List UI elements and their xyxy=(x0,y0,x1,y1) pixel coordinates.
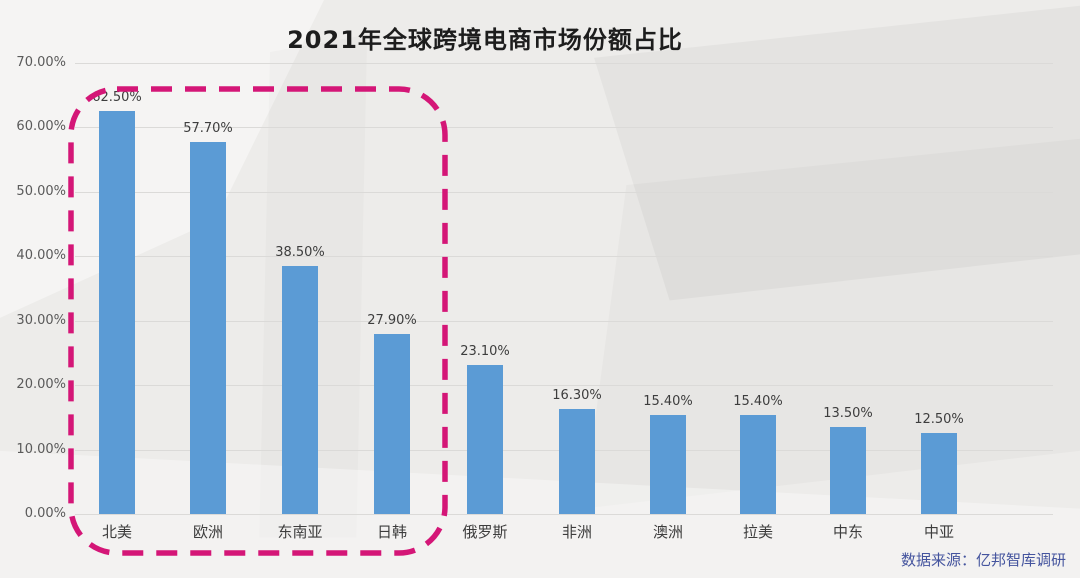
bar-澳洲 xyxy=(650,414,686,514)
bar-欧洲 xyxy=(190,142,226,514)
bar-非洲 xyxy=(559,408,595,514)
gridline xyxy=(75,191,1053,193)
gridline xyxy=(75,514,1053,515)
y-axis-tick-label: 30.00% xyxy=(16,312,66,328)
y-axis-tick-label: 70.00% xyxy=(16,55,66,70)
bar-value-label: 16.30% xyxy=(552,387,602,403)
y-axis-tick-label: 60.00% xyxy=(16,119,66,135)
bar-value-label: 13.50% xyxy=(823,406,873,422)
y-axis-tick-label: 40.00% xyxy=(16,248,66,264)
bar-中东 xyxy=(830,427,866,514)
bar-value-label: 23.10% xyxy=(460,344,510,360)
category-label-北美: 北美 xyxy=(101,523,132,541)
category-label-日韩: 日韩 xyxy=(376,523,407,541)
bar-value-label: 27.90% xyxy=(367,313,417,329)
gridline xyxy=(75,63,1053,64)
bar-value-label: 57.70% xyxy=(183,121,233,137)
category-label-俄罗斯: 俄罗斯 xyxy=(462,523,508,541)
y-axis-tick-label: 50.00% xyxy=(16,183,66,199)
category-label-中亚: 中亚 xyxy=(923,523,954,541)
gridline xyxy=(75,320,1053,322)
y-axis-tick-label: 0.00% xyxy=(24,506,66,521)
data-source-note: 数据来源：亿邦智库调研 xyxy=(900,551,1066,569)
bar-俄罗斯 xyxy=(467,365,503,514)
y-axis-tick-label: 20.00% xyxy=(16,377,66,393)
bar-value-label: 62.50% xyxy=(92,90,142,106)
bar-中亚 xyxy=(921,433,957,514)
bar-value-label: 12.50% xyxy=(914,412,964,428)
category-label-东南亚: 东南亚 xyxy=(277,523,323,541)
category-label-中东: 中东 xyxy=(832,523,863,541)
bar-东南亚 xyxy=(282,265,318,514)
category-label-澳洲: 澳洲 xyxy=(652,523,683,541)
bar-value-label: 15.40% xyxy=(733,393,783,409)
bar-value-label: 15.40% xyxy=(643,393,693,409)
bar-value-label: 38.50% xyxy=(275,244,325,260)
chart-title: 2021年全球跨境电商市场份额占比 xyxy=(287,26,683,54)
bar-拉美 xyxy=(740,414,776,514)
category-label-欧洲: 欧洲 xyxy=(192,523,223,541)
bar-日韩 xyxy=(374,334,410,514)
bar-北美 xyxy=(99,111,135,514)
category-label-拉美: 拉美 xyxy=(742,523,773,541)
gridline xyxy=(75,256,1053,258)
gridline xyxy=(75,127,1053,129)
gridline xyxy=(75,385,1053,387)
category-label-非洲: 非洲 xyxy=(561,523,592,541)
y-axis-tick-label: 10.00% xyxy=(16,441,66,457)
